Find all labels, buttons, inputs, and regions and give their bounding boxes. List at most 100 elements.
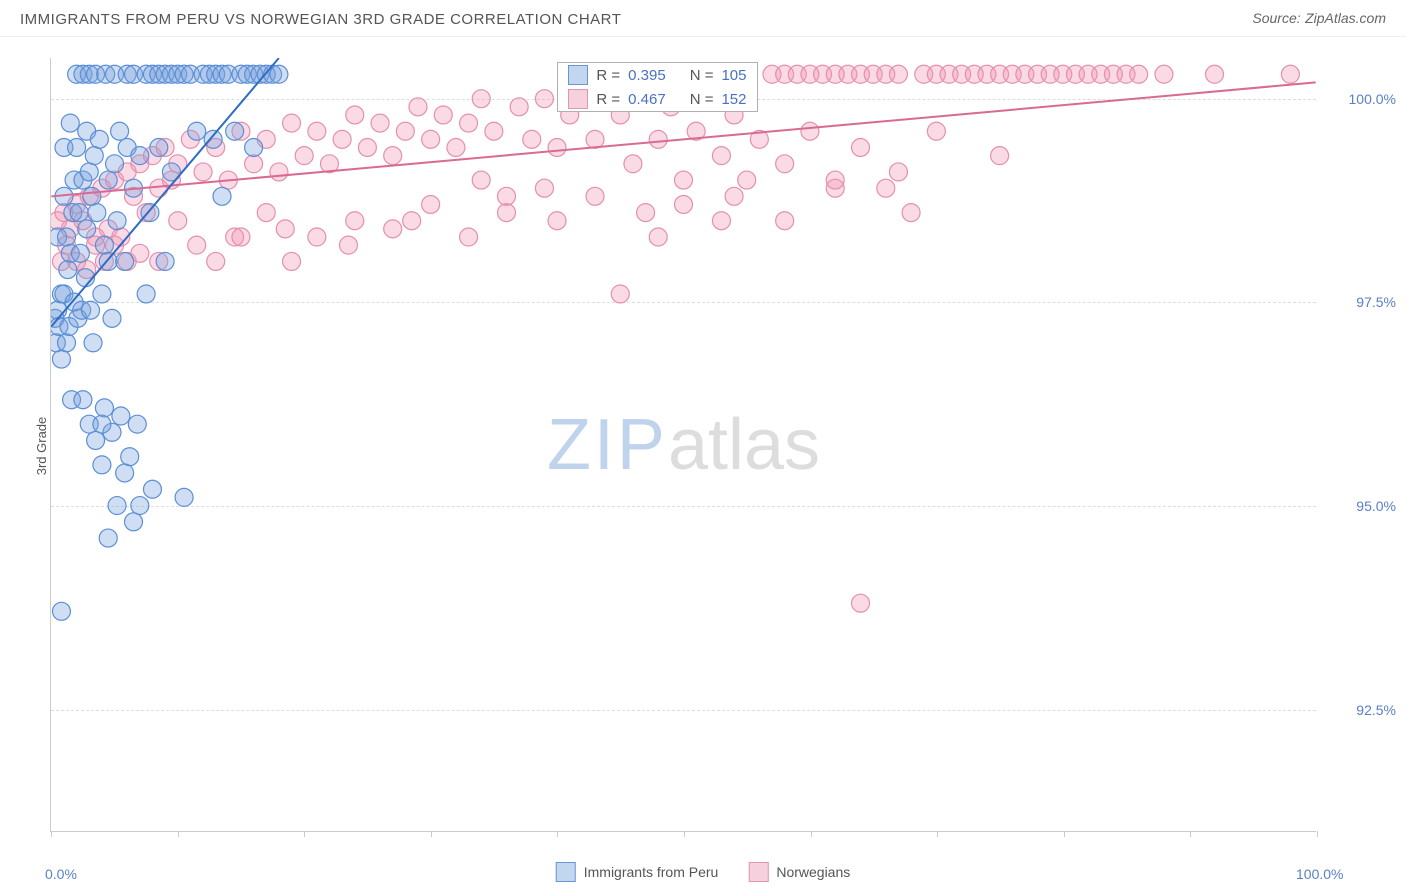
point-norwegians <box>472 171 490 189</box>
source-name: ZipAtlas.com <box>1305 10 1386 26</box>
scatter-plot-svg <box>51 58 1316 831</box>
r-value: 0.467 <box>628 91 666 108</box>
point-peru <box>61 114 79 132</box>
r-value: 0.395 <box>628 67 666 84</box>
legend-item: Norwegians <box>748 862 850 882</box>
chart-plot-area: ZIPatlas R = 0.395 N = 105R = 0.467 N = … <box>50 58 1316 832</box>
point-peru <box>204 130 222 148</box>
point-norwegians <box>283 252 301 270</box>
point-norwegians <box>1281 65 1299 83</box>
point-peru <box>93 285 111 303</box>
point-norwegians <box>485 122 503 140</box>
y-tick-label: 95.0% <box>1356 498 1396 514</box>
point-peru <box>150 139 168 157</box>
point-norwegians <box>232 228 250 246</box>
point-peru <box>125 513 143 531</box>
point-peru <box>80 163 98 181</box>
point-peru <box>74 391 92 409</box>
point-peru <box>84 334 102 352</box>
x-tick <box>557 831 558 837</box>
chart-title: IMMIGRANTS FROM PERU VS NORWEGIAN 3RD GR… <box>20 11 621 28</box>
point-norwegians <box>308 122 326 140</box>
chart-header: IMMIGRANTS FROM PERU VS NORWEGIAN 3RD GR… <box>0 0 1406 37</box>
point-peru <box>99 529 117 547</box>
point-norwegians <box>586 130 604 148</box>
point-peru <box>103 309 121 327</box>
point-peru <box>87 431 105 449</box>
point-peru <box>121 448 139 466</box>
legend-stats-row: R = 0.467 N = 152 <box>558 87 756 111</box>
point-peru <box>68 139 86 157</box>
point-norwegians <box>460 114 478 132</box>
point-norwegians <box>611 285 629 303</box>
point-norwegians <box>169 212 187 230</box>
x-tick <box>1064 831 1065 837</box>
point-norwegians <box>403 212 421 230</box>
point-norwegians <box>586 187 604 205</box>
point-peru <box>128 415 146 433</box>
point-norwegians <box>712 147 730 165</box>
point-norwegians <box>548 139 566 157</box>
point-peru <box>131 147 149 165</box>
point-norwegians <box>396 122 414 140</box>
point-norwegians <box>877 179 895 197</box>
point-peru <box>82 301 100 319</box>
point-norwegians <box>339 236 357 254</box>
point-peru <box>85 147 103 165</box>
legend-swatch-icon <box>556 862 576 882</box>
point-peru <box>78 220 96 238</box>
point-norwegians <box>283 114 301 132</box>
point-peru <box>226 122 244 140</box>
x-tick <box>1317 831 1318 837</box>
point-peru <box>70 204 88 222</box>
y-tick-label: 100.0% <box>1349 91 1396 107</box>
legend-item-label: Immigrants from Peru <box>584 864 719 880</box>
point-peru <box>213 187 231 205</box>
x-tick <box>684 831 685 837</box>
point-norwegians <box>510 98 528 116</box>
point-peru <box>99 171 117 189</box>
point-norwegians <box>637 204 655 222</box>
point-norwegians <box>498 187 516 205</box>
point-norwegians <box>346 212 364 230</box>
point-norwegians <box>346 106 364 124</box>
point-norwegians <box>1130 65 1148 83</box>
point-norwegians <box>902 204 920 222</box>
point-norwegians <box>295 147 313 165</box>
point-norwegians <box>384 147 402 165</box>
point-norwegians <box>434 106 452 124</box>
point-peru <box>95 399 113 417</box>
point-norwegians <box>422 195 440 213</box>
point-norwegians <box>384 220 402 238</box>
legend-swatch-icon <box>568 65 588 85</box>
point-norwegians <box>889 163 907 181</box>
x-tick <box>431 831 432 837</box>
point-norwegians <box>675 171 693 189</box>
series-legend: Immigrants from Peru Norwegians <box>556 862 851 882</box>
point-peru <box>116 252 134 270</box>
x-tick <box>304 831 305 837</box>
legend-swatch-icon <box>748 862 768 882</box>
source-attribution: Source: ZipAtlas.com <box>1252 10 1386 28</box>
point-peru <box>88 204 106 222</box>
point-norwegians <box>624 155 642 173</box>
point-peru <box>93 456 111 474</box>
point-norwegians <box>308 228 326 246</box>
point-peru <box>111 122 129 140</box>
point-norwegians <box>826 171 844 189</box>
point-peru <box>58 228 76 246</box>
point-norwegians <box>498 204 516 222</box>
point-norwegians <box>460 228 478 246</box>
point-peru <box>83 187 101 205</box>
x-tick <box>937 831 938 837</box>
point-norwegians <box>472 90 490 108</box>
y-tick-label: 92.5% <box>1356 702 1396 718</box>
n-value: 152 <box>721 91 746 108</box>
point-peru <box>143 480 161 498</box>
y-tick-label: 97.5% <box>1356 294 1396 310</box>
point-norwegians <box>422 130 440 148</box>
point-norwegians <box>852 139 870 157</box>
point-peru <box>156 252 174 270</box>
point-norwegians <box>535 179 553 197</box>
point-peru <box>52 602 70 620</box>
